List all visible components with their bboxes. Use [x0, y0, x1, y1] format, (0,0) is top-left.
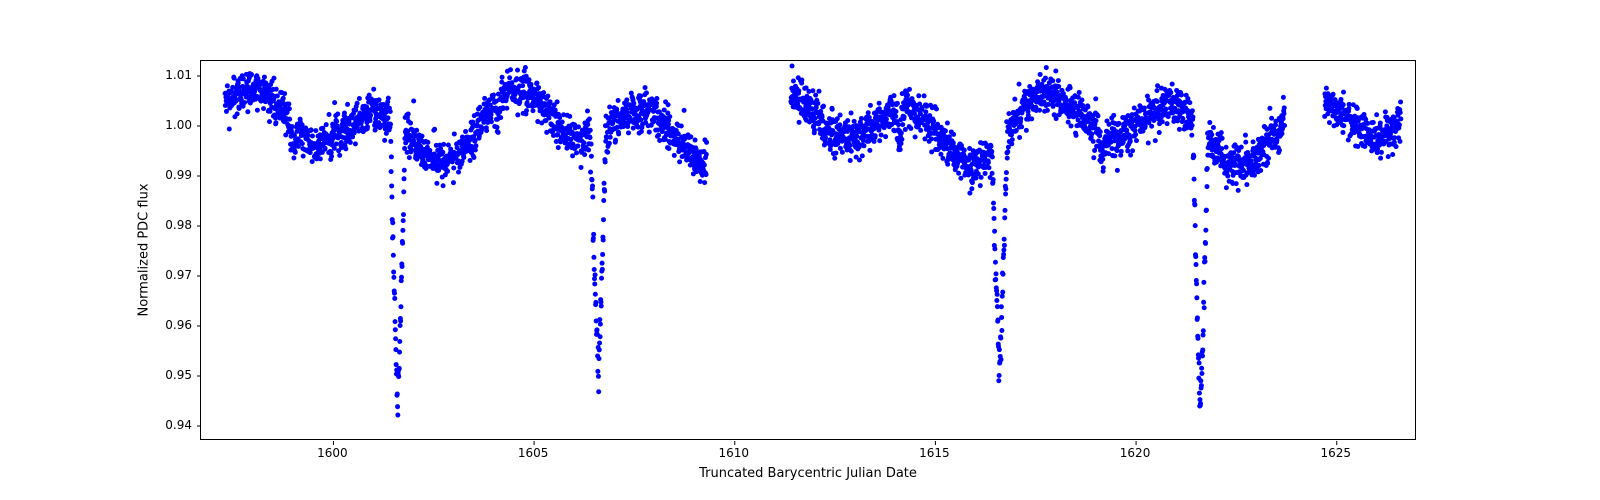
y-tick-label: 0.97 [165, 268, 192, 282]
figure: Truncated Barycentric Julian Date Normal… [0, 0, 1600, 500]
chart-axes [200, 60, 1416, 440]
x-tick-label: 1625 [1320, 446, 1351, 460]
x-axis-label: Truncated Barycentric Julian Date [699, 466, 917, 481]
y-axis-label: Normalized PDC flux [137, 183, 152, 316]
x-tick-label: 1600 [317, 446, 348, 460]
x-tick-label: 1615 [919, 446, 950, 460]
x-tick-label: 1605 [518, 446, 549, 460]
y-tick-label: 0.98 [165, 218, 192, 232]
y-tick-label: 1.01 [165, 68, 192, 82]
light-curve-scatter [201, 61, 1417, 441]
y-tick-label: 0.96 [165, 318, 192, 332]
x-tick-label: 1620 [1120, 446, 1151, 460]
y-tick-label: 0.95 [165, 368, 192, 382]
y-tick-label: 0.99 [165, 168, 192, 182]
y-tick-label: 1.00 [165, 118, 192, 132]
y-tick-label: 0.94 [165, 418, 192, 432]
x-tick-label: 1610 [718, 446, 749, 460]
